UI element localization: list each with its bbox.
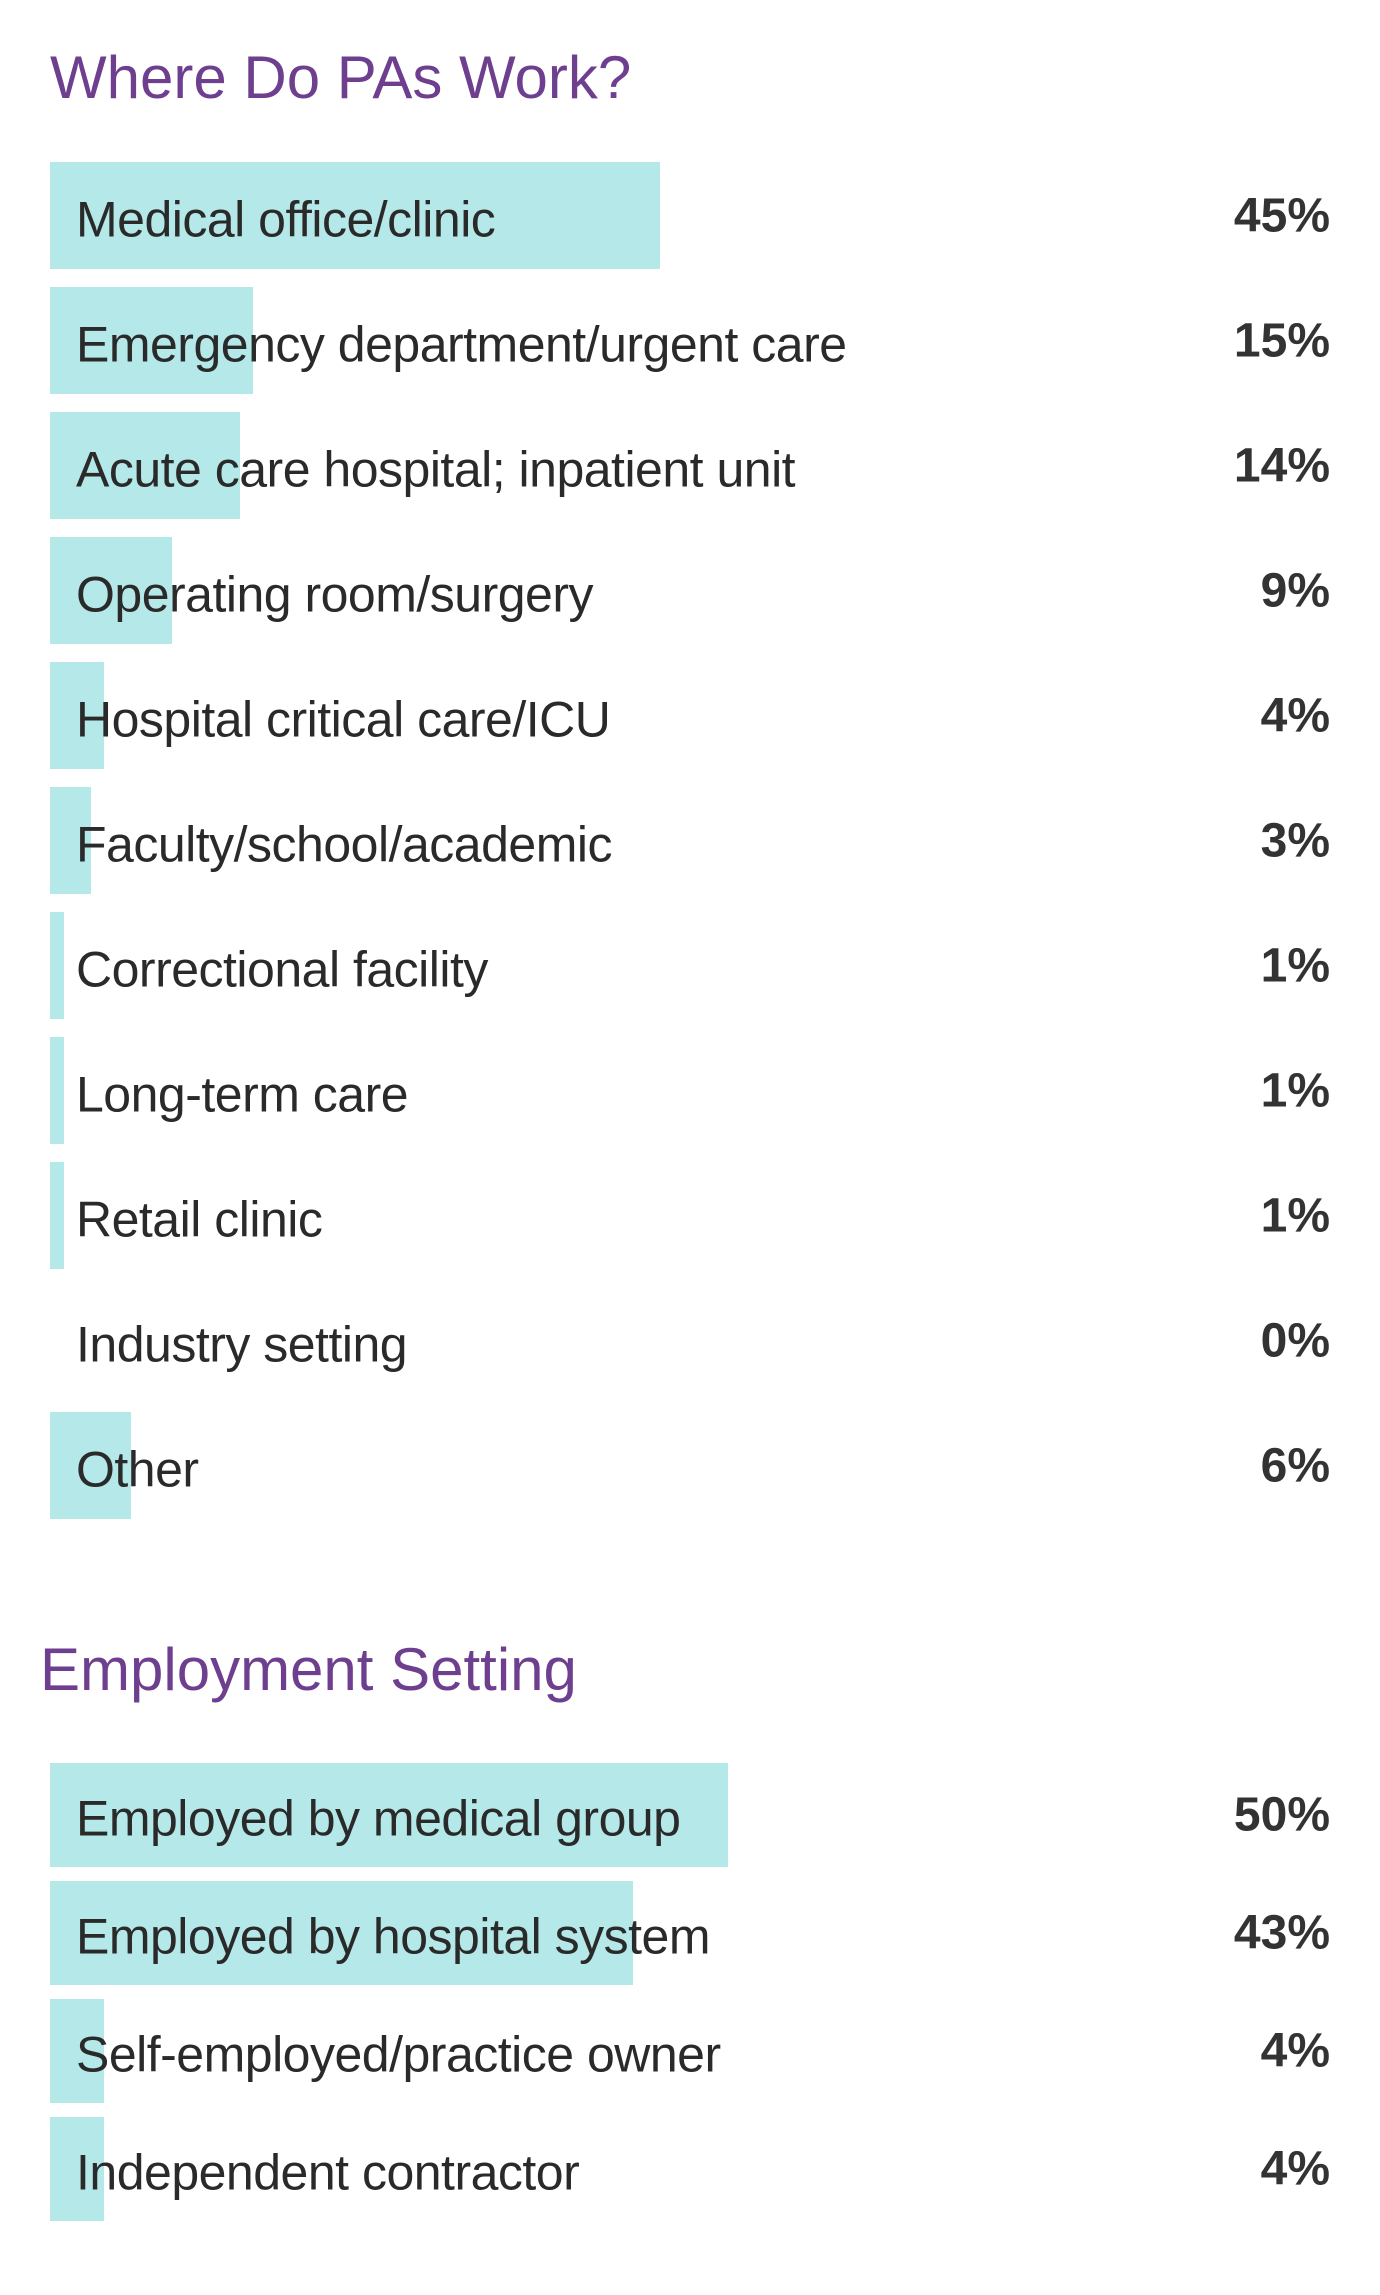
bar-row: Emergency department/urgent care 15%: [50, 287, 1330, 394]
bar: [50, 1037, 64, 1144]
bar-category-label: Hospital critical care/ICU: [76, 690, 611, 747]
bar-value-label: 4%: [1260, 689, 1330, 742]
bar-row: Self-employed/practice owner 4%: [50, 1999, 1330, 2103]
bar-value-label: 4%: [1260, 2024, 1330, 2078]
bar-value-label: 6%: [1260, 1439, 1330, 1492]
bar-category-label: Self-employed/practice owner: [76, 2026, 721, 2083]
bar: [50, 662, 105, 769]
bar-category-label: Industry setting: [76, 1315, 408, 1372]
bar-row: Correctional facility 1%: [50, 912, 1330, 1019]
bar-row: Other 6%: [50, 1412, 1330, 1519]
bar-row: Industry setting 0%: [50, 1287, 1330, 1394]
bar: [50, 1881, 633, 1985]
bar-value-label: 1%: [1260, 1064, 1330, 1117]
bar-category-label: Medical office/clinic: [76, 190, 496, 247]
bar: [50, 787, 91, 894]
bar-row: Faculty/school/academic 3%: [50, 787, 1330, 894]
chart-title-where-pas-work: Where Do PAs Work?: [50, 44, 632, 111]
bar-value-label: 15%: [1233, 314, 1330, 367]
bar-value-label: 1%: [1260, 1189, 1330, 1242]
bar-category-label: Operating room/surgery: [76, 565, 594, 622]
bar-value-label: 50%: [1233, 1788, 1330, 1842]
bar-value-label: 45%: [1233, 189, 1330, 242]
bar-category-label: Employed by medical group: [76, 1790, 681, 1847]
bar: [50, 162, 660, 269]
bar-row: Acute care hospital; inpatient unit 14%: [50, 412, 1330, 519]
bar-value-label: 14%: [1233, 439, 1330, 492]
bar-value-label: 1%: [1260, 939, 1330, 992]
bar-value-label: 0%: [1260, 1314, 1330, 1367]
bar: [50, 2117, 105, 2221]
bar: [50, 287, 254, 394]
bar-row: Hospital critical care/ICU 4%: [50, 662, 1330, 769]
bar: [50, 912, 64, 1019]
bar-value-label: 9%: [1260, 564, 1330, 617]
bar-category-label: Acute care hospital; inpatient unit: [76, 440, 796, 497]
bar-category-label: Faculty/school/academic: [76, 815, 612, 872]
bar: [50, 537, 172, 644]
bar-row: Independent contractor 4%: [50, 2117, 1330, 2221]
bar-row: Operating room/surgery 9%: [50, 537, 1330, 644]
bar-row: Medical office/clinic 45%: [50, 162, 1330, 269]
bar-row: Employed by hospital system 43%: [50, 1881, 1330, 1985]
bar: [50, 412, 240, 519]
bar-row: Long-term care 1%: [50, 1037, 1330, 1144]
bar-value-label: 4%: [1260, 2142, 1330, 2196]
bar-row: Employed by medical group 50%: [50, 1763, 1330, 1867]
bar-category-label: Emergency department/urgent care: [76, 315, 847, 372]
bar-category-label: Other: [76, 1440, 199, 1497]
bar-value-label: 43%: [1233, 1906, 1330, 1960]
bar-category-label: Independent contractor: [76, 2144, 580, 2201]
bar: [50, 1999, 105, 2103]
chart-title-employment-setting: Employment Setting: [40, 1636, 577, 1703]
bar-category-label: Correctional facility: [76, 940, 488, 997]
bar: [50, 1412, 132, 1519]
bar: [50, 1162, 64, 1269]
bar-category-label: Long-term care: [76, 1065, 409, 1122]
bar-row: Retail clinic 1%: [50, 1162, 1330, 1269]
bar-category-label: Retail clinic: [76, 1190, 323, 1247]
bar-category-label: Employed by hospital system: [76, 1908, 711, 1965]
bar: [50, 1763, 728, 1867]
bar-value-label: 3%: [1260, 814, 1330, 867]
